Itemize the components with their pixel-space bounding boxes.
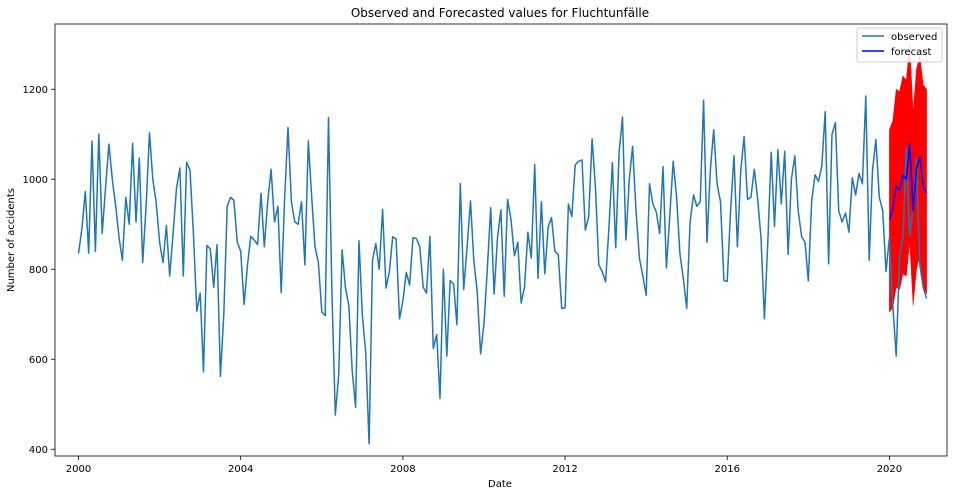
legend-label-forecast: forecast <box>891 47 932 58</box>
plot-frame <box>54 23 948 457</box>
x-tick-label: 2012 <box>552 464 577 475</box>
y-tick-label: 400 <box>29 445 48 456</box>
x-tick-label: 2020 <box>877 464 902 475</box>
series-layer <box>77 95 928 445</box>
y-tick-label: 1200 <box>23 85 48 96</box>
x-tick-label: 2004 <box>228 464 253 475</box>
chart-title: Observed and Forecasted values for Fluch… <box>351 6 649 20</box>
y-tick-label: 800 <box>29 265 48 276</box>
legend: observed forecast <box>856 27 943 63</box>
x-axis-label: Date <box>488 479 512 490</box>
series-line-forecast <box>888 142 928 221</box>
x-tick-label: 2016 <box>715 464 740 475</box>
y-axis-label: Number of accidents <box>6 188 17 292</box>
x-tick-label: 2008 <box>390 464 415 475</box>
legend-label-observed: observed <box>891 32 937 43</box>
y-tick-label: 1000 <box>23 175 48 186</box>
series-line-observed <box>77 95 928 445</box>
y-axis: 400 600 800 1000 1200 <box>23 85 55 456</box>
x-axis: 2000 2004 2008 2012 2016 2020 <box>66 456 902 475</box>
y-tick-label: 600 <box>29 355 48 366</box>
x-tick-label: 2000 <box>66 464 91 475</box>
